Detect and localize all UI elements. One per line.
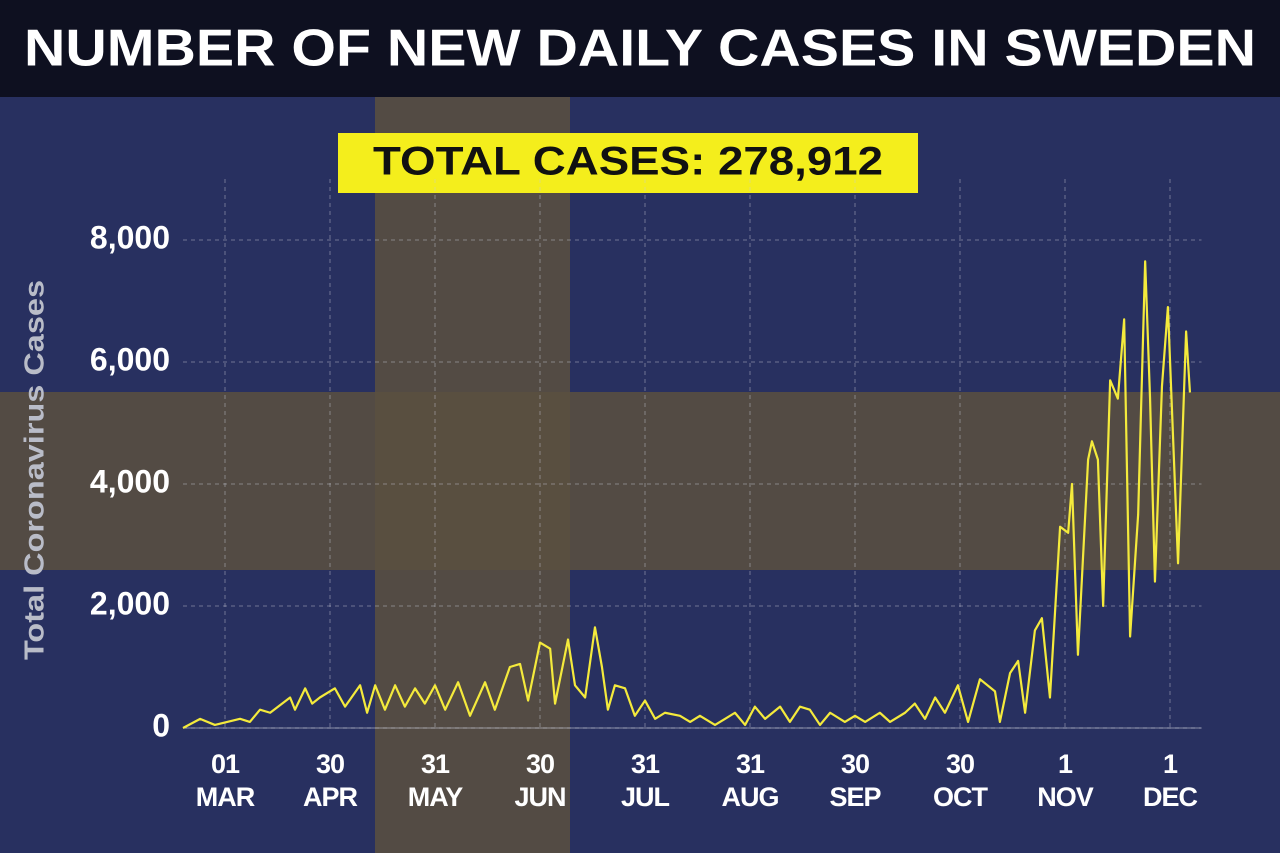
x-tick-label: 1 DEC	[1142, 749, 1198, 812]
y-tick-label: 4,000	[90, 463, 170, 499]
y-tick-label: 6,000	[90, 341, 170, 377]
y-tick-label: 2,000	[90, 585, 170, 621]
x-tick-label: 31 MAY	[407, 749, 464, 812]
y-axis-label: Total Coronavirus Cases	[18, 280, 49, 660]
chart-title: NUMBER OF NEW DAILY CASES IN SWEDEN	[24, 20, 1256, 78]
plot-area: 0 2,000 4,000 6,000 8,000	[90, 179, 1202, 743]
y-tick-label: 8,000	[90, 219, 170, 255]
x-tick-label: 31 JUL	[620, 749, 670, 812]
x-tick-label: 30 OCT	[933, 749, 988, 812]
x-tick-label: 30 SEP	[829, 749, 881, 812]
x-tick-label: 01 MAR	[195, 749, 256, 812]
y-tick-label: 0	[152, 707, 170, 743]
annotation-box	[338, 133, 918, 193]
x-tick-label: 31 AUG	[721, 749, 780, 812]
flag-cross-horizontal	[0, 392, 1280, 570]
data-line	[182, 260, 1192, 729]
x-tick-label: 30 JUN	[514, 749, 566, 812]
x-tick-label: 30 APR	[302, 749, 358, 812]
x-tick-label: 1 NOV	[1037, 749, 1094, 812]
title-bar	[0, 0, 1280, 97]
annotation: TOTAL CASES: 278,912	[373, 140, 883, 184]
